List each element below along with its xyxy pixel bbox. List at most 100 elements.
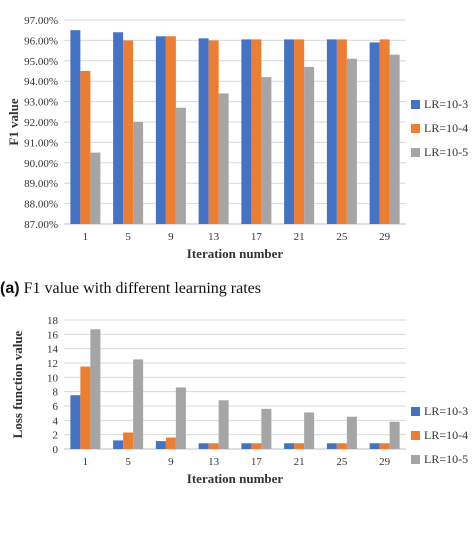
legend-label: LR=10-4 [424,121,468,135]
bar-lr-10-4-1 [80,71,91,224]
bar-lr-10-4-9 [165,36,176,224]
y-tick-label: 87.00% [24,219,58,231]
y-tick-label: 93.00% [24,97,58,109]
bar-lr-10-4-9 [165,437,176,449]
chart-loss-function: 0 2 4 6 8 10 12 14 16 18 1 5 9 13 17 21 25 29 Iteration nu… [10,315,468,486]
bar-lr-10-4-13 [208,443,219,449]
bar-lr-10-5-13 [218,93,229,224]
x-tick-label: 29 [379,231,391,243]
bar-lr-10-4-21 [294,443,305,449]
y-tick-label: 10 [47,372,59,384]
chart-f1-value: 87.00% 88.00% 89.00% 90.00% 91.00% 92.00% 93.0… [6,15,468,261]
x-tick-label: 9 [168,456,174,468]
bar-lr-10-4-21 [294,39,305,224]
bar-lr-10-4-5 [123,40,134,225]
bar-lr-10-4-1 [80,366,91,449]
bar-lr-10-4-13 [208,40,219,225]
y-tick-label: 92.00% [24,117,58,129]
bar-lr-10-3-17 [241,39,252,224]
bar-lr-10-4-17 [251,443,262,449]
caption-a: (a) F1 value with different learning rat… [0,280,261,298]
x-tick-label: 29 [379,456,391,468]
y-tick-label: 6 [53,401,59,413]
legend-swatch [411,431,420,440]
bar-lr-10-5-17 [261,408,272,449]
y-axis-title: F1 value [6,98,21,146]
caption-a-tag: (a) [0,280,20,297]
bar-lr-10-4-17 [251,39,262,224]
legend-label: LR=10-5 [424,452,468,466]
bar-lr-10-5-5 [133,359,144,449]
x-tick-label: 21 [294,456,305,468]
bar-lr-10-4-25 [336,443,347,449]
y-tick-label: 90.00% [24,158,58,170]
bar-lr-10-5-1 [90,152,101,224]
y-tick-label: 97.00% [24,15,58,27]
y-tick-label: 2 [53,430,59,442]
x-tick-label: 25 [336,456,348,468]
x-axis-title: Iteration number [187,471,284,486]
x-tick-label: 5 [125,456,131,468]
bar-lr-10-3-25 [326,443,337,449]
bar-lr-10-5-25 [346,416,357,449]
bar-lr-10-4-29 [379,39,390,224]
y-tick-label: 96.00% [24,35,58,47]
x-tick-label: 9 [168,231,174,243]
bar-lr-10-4-25 [336,39,347,224]
y-tick-label: 18 [47,315,59,327]
bar-lr-10-3-13 [198,38,209,224]
bar-lr-10-3-21 [284,443,295,449]
bar-lr-10-3-9 [155,441,166,449]
x-tick-label: 1 [83,456,89,468]
legend-swatch [411,455,420,464]
legend-swatch [411,148,420,157]
bar-lr-10-5-25 [346,58,357,225]
y-axis-title: Loss function value [10,330,25,438]
bar-lr-10-3-9 [155,36,166,224]
legend-label: LR=10-3 [424,404,468,418]
legend-swatch [411,124,420,133]
y-tick-label: 0 [53,444,59,456]
bar-lr-10-3-5 [113,32,124,224]
bar-lr-10-5-21 [304,412,315,449]
x-tick-label: 13 [208,456,220,468]
y-tick-label: 95.00% [24,56,58,68]
x-tick-label: 1 [83,231,89,243]
y-tick-label: 88.00% [24,199,58,211]
bar-lr-10-3-17 [241,443,252,449]
bar-lr-10-5-29 [389,54,400,225]
legend-swatch [411,100,420,109]
legend-label: LR=10-5 [424,145,468,159]
legend-label: LR=10-3 [424,97,468,111]
caption-a-text: F1 value with different learning rates [19,280,261,297]
bar-lr-10-5-5 [133,122,144,224]
y-tick-label: 94.00% [24,76,58,88]
bar-lr-10-5-9 [175,107,186,224]
y-tick-label: 12 [47,358,58,370]
y-tick-label: 14 [47,344,59,356]
x-axis-title: Iteration number [187,246,284,261]
y-tick-label: 8 [53,387,59,399]
y-tick-label: 4 [53,415,59,427]
bar-lr-10-5-13 [218,400,229,449]
bar-lr-10-3-5 [113,440,124,449]
x-tick-label: 5 [125,231,131,243]
y-tick-label: 91.00% [24,137,58,149]
bar-lr-10-3-13 [198,443,209,449]
bar-lr-10-3-29 [369,443,380,449]
bar-lr-10-5-17 [261,77,272,225]
bar-lr-10-4-5 [123,432,134,449]
x-tick-label: 21 [294,231,305,243]
y-tick-label: 89.00% [24,178,58,190]
bar-lr-10-5-29 [389,421,400,449]
x-tick-label: 17 [251,231,263,243]
legend-label: LR=10-4 [424,428,468,442]
y-tick-label: 16 [47,329,59,341]
bar-lr-10-3-21 [284,39,295,224]
bar-lr-10-3-25 [326,39,337,224]
x-tick-label: 25 [336,231,348,243]
bar-lr-10-5-1 [90,329,101,449]
bar-lr-10-3-1 [70,30,81,225]
x-tick-label: 13 [208,231,220,243]
legend-swatch [411,407,420,416]
